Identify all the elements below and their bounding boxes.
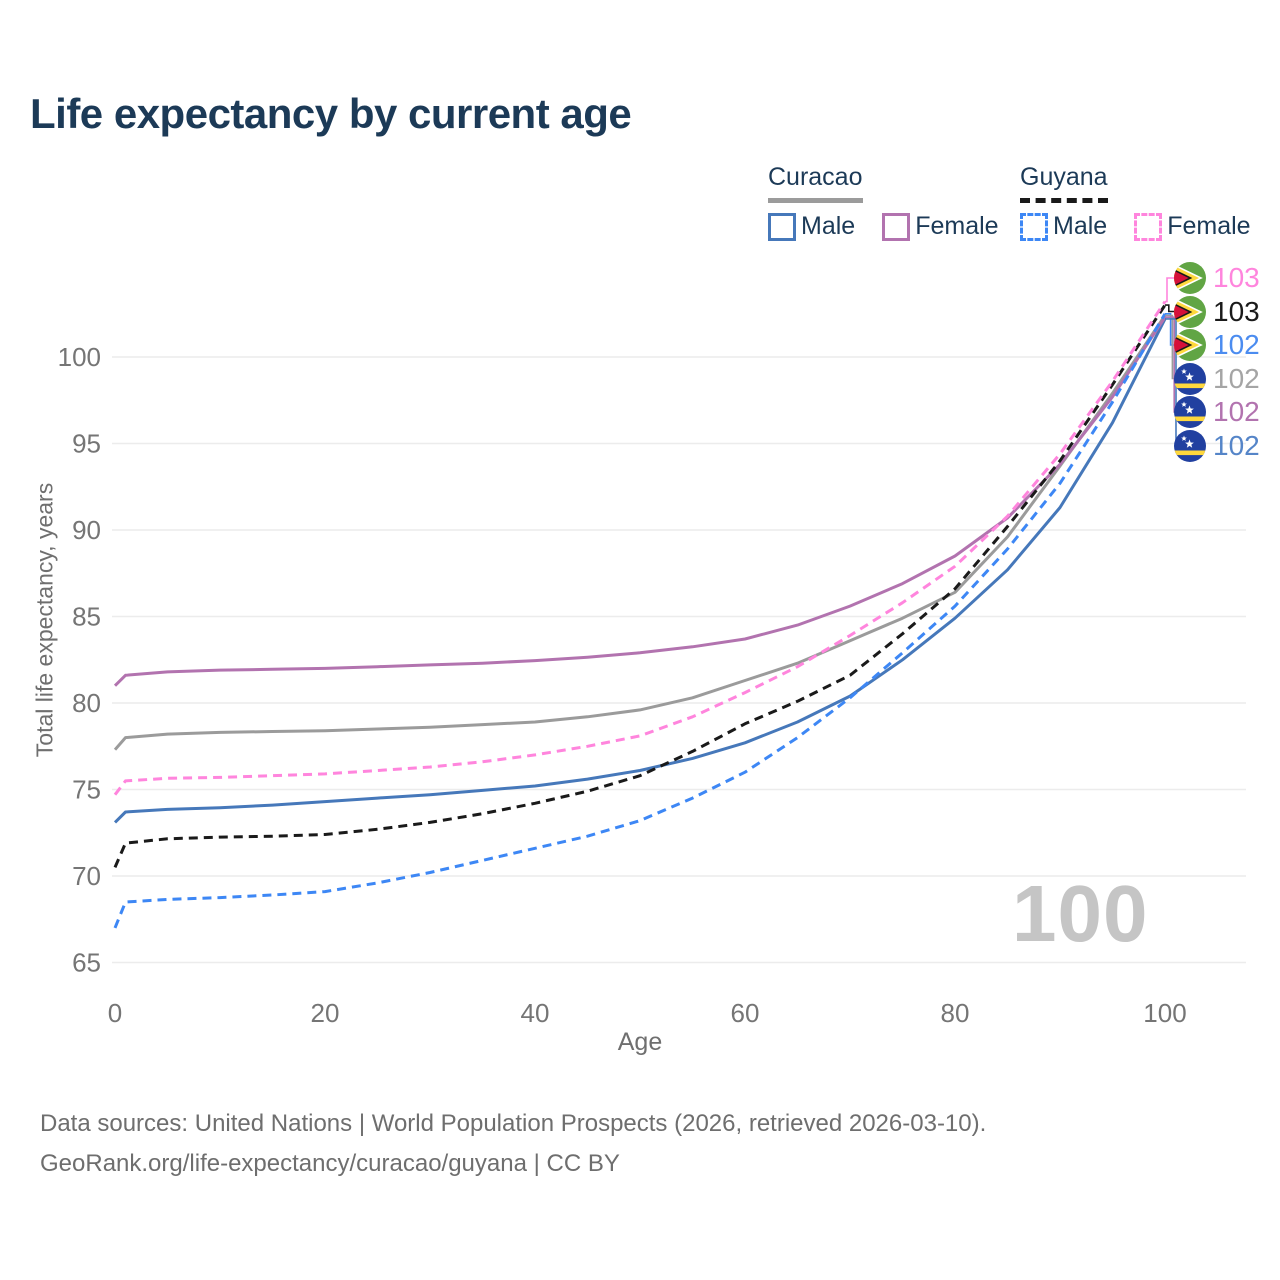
- y-tick-100: 100: [58, 342, 101, 372]
- legend-group-curacao: Curacao Male Female: [768, 163, 999, 241]
- legend-label-guyana-male: Male: [1053, 212, 1108, 240]
- y-tick-70: 70: [72, 861, 101, 891]
- y-tick-85: 85: [72, 602, 101, 632]
- curacao-flag-icon: [1174, 362, 1206, 395]
- y-tick-80: 80: [72, 688, 101, 718]
- end-label-curacao: 102: [1174, 362, 1260, 395]
- end-label-guyana: 103: [1174, 295, 1260, 328]
- legend-label-curacao-female: Female: [915, 212, 999, 240]
- legend-label-curacao-male: Male: [801, 212, 856, 240]
- end-label-value: 103: [1213, 295, 1260, 327]
- end-label-guyana-male: 102: [1174, 329, 1260, 361]
- legend-group-guyana: Guyana Male Female: [1020, 163, 1251, 241]
- x-tick-20: 20: [311, 998, 340, 1028]
- curacao-female-swatch-icon: [882, 212, 911, 241]
- leader-line-guyana-female: [1165, 277, 1175, 303]
- x-tick-100: 100: [1143, 998, 1186, 1028]
- legend-label-guyana-female: Female: [1167, 212, 1251, 240]
- watermark-age-indicator: 100: [1012, 869, 1149, 958]
- y-axis-title: Total life expectancy, years: [31, 482, 58, 758]
- guyana-flag-icon: [1174, 295, 1206, 328]
- page-title: Life expectancy by current age: [30, 90, 632, 137]
- series-line-curacao: [113, 314, 1167, 751]
- y-tick-95: 95: [72, 429, 101, 459]
- leader-line-guyana: [1165, 304, 1175, 313]
- footer-data-sources: Data sources: United Nations | World Pop…: [40, 1110, 987, 1137]
- legend-country-guyana: Guyana: [1020, 163, 1108, 203]
- x-axis-title: Age: [617, 1028, 663, 1056]
- end-label-value: 102: [1213, 329, 1260, 360]
- guyana-female-swatch-icon: [1134, 212, 1163, 241]
- x-tick-40: 40: [521, 998, 550, 1028]
- guyana-flag-icon: [1174, 262, 1206, 294]
- end-label-curacao-male: 102: [1174, 429, 1260, 462]
- y-tick-65: 65: [72, 948, 101, 978]
- series-line-curacao-male: [113, 318, 1167, 824]
- series-line-guyana-female: [113, 300, 1167, 796]
- end-label-guyana-female: 103: [1174, 262, 1260, 294]
- end-label-value: 103: [1213, 262, 1260, 293]
- curacao-flag-icon: [1174, 396, 1206, 428]
- y-tick-90: 90: [72, 515, 101, 545]
- end-label-curacao-female: 102: [1174, 396, 1260, 428]
- y-tick-75: 75: [72, 775, 101, 805]
- x-tick-60: 60: [731, 998, 760, 1028]
- end-label-value: 102: [1213, 396, 1260, 427]
- x-tick-80: 80: [941, 998, 970, 1028]
- footer: Data sources: United Nations | World Pop…: [40, 1104, 986, 1184]
- footer-attribution: GeoRank.org/life-expectancy/curacao/guya…: [40, 1150, 620, 1177]
- end-label-value: 102: [1213, 362, 1260, 394]
- curacao-flag-icon: [1174, 429, 1206, 462]
- guyana-flag-icon: [1174, 329, 1206, 361]
- x-tick-0: 0: [108, 998, 122, 1028]
- series-line-guyana: [113, 304, 1167, 868]
- end-label-value: 102: [1213, 429, 1260, 461]
- series-line-curacao-female: [113, 316, 1167, 687]
- curacao-male-swatch-icon: [768, 212, 796, 241]
- guyana-male-swatch-icon: [1020, 212, 1048, 241]
- legend-country-curacao: Curacao: [768, 163, 863, 203]
